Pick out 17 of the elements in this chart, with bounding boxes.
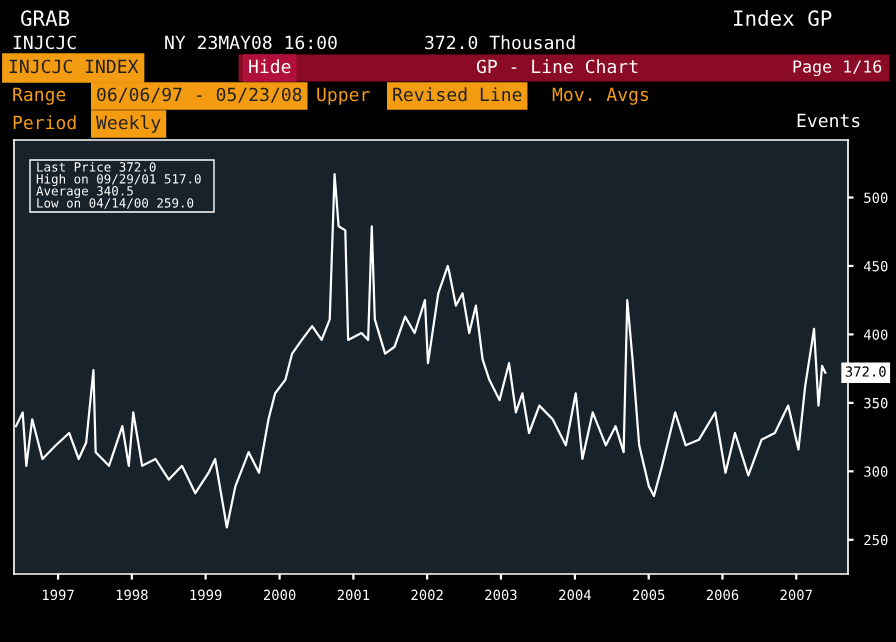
text: Weekly: [96, 115, 161, 133]
text: Period: [13, 115, 76, 130]
text: Mov. Avgs: [552, 87, 649, 105]
text: NY 23MAY08 16:00: [165, 35, 337, 50]
text: Index GP: [734, 9, 832, 27]
text: Range: [13, 87, 66, 105]
text: INJCJC: [13, 35, 76, 50]
chart-title: INJCJC INDEX: [9, 59, 139, 74]
text: 372.0 Thousand: [425, 35, 575, 50]
text: Upper: [317, 87, 370, 105]
text: Hide: [249, 59, 291, 74]
text: Revised Line: [393, 87, 522, 102]
text: Page 1/16: [793, 60, 882, 77]
text: Events: [797, 113, 860, 128]
text: GRAB: [21, 10, 70, 27]
text: 06/06/97 - 05/23/08: [97, 87, 302, 103]
text: GP - Line Chart: [476, 59, 638, 74]
